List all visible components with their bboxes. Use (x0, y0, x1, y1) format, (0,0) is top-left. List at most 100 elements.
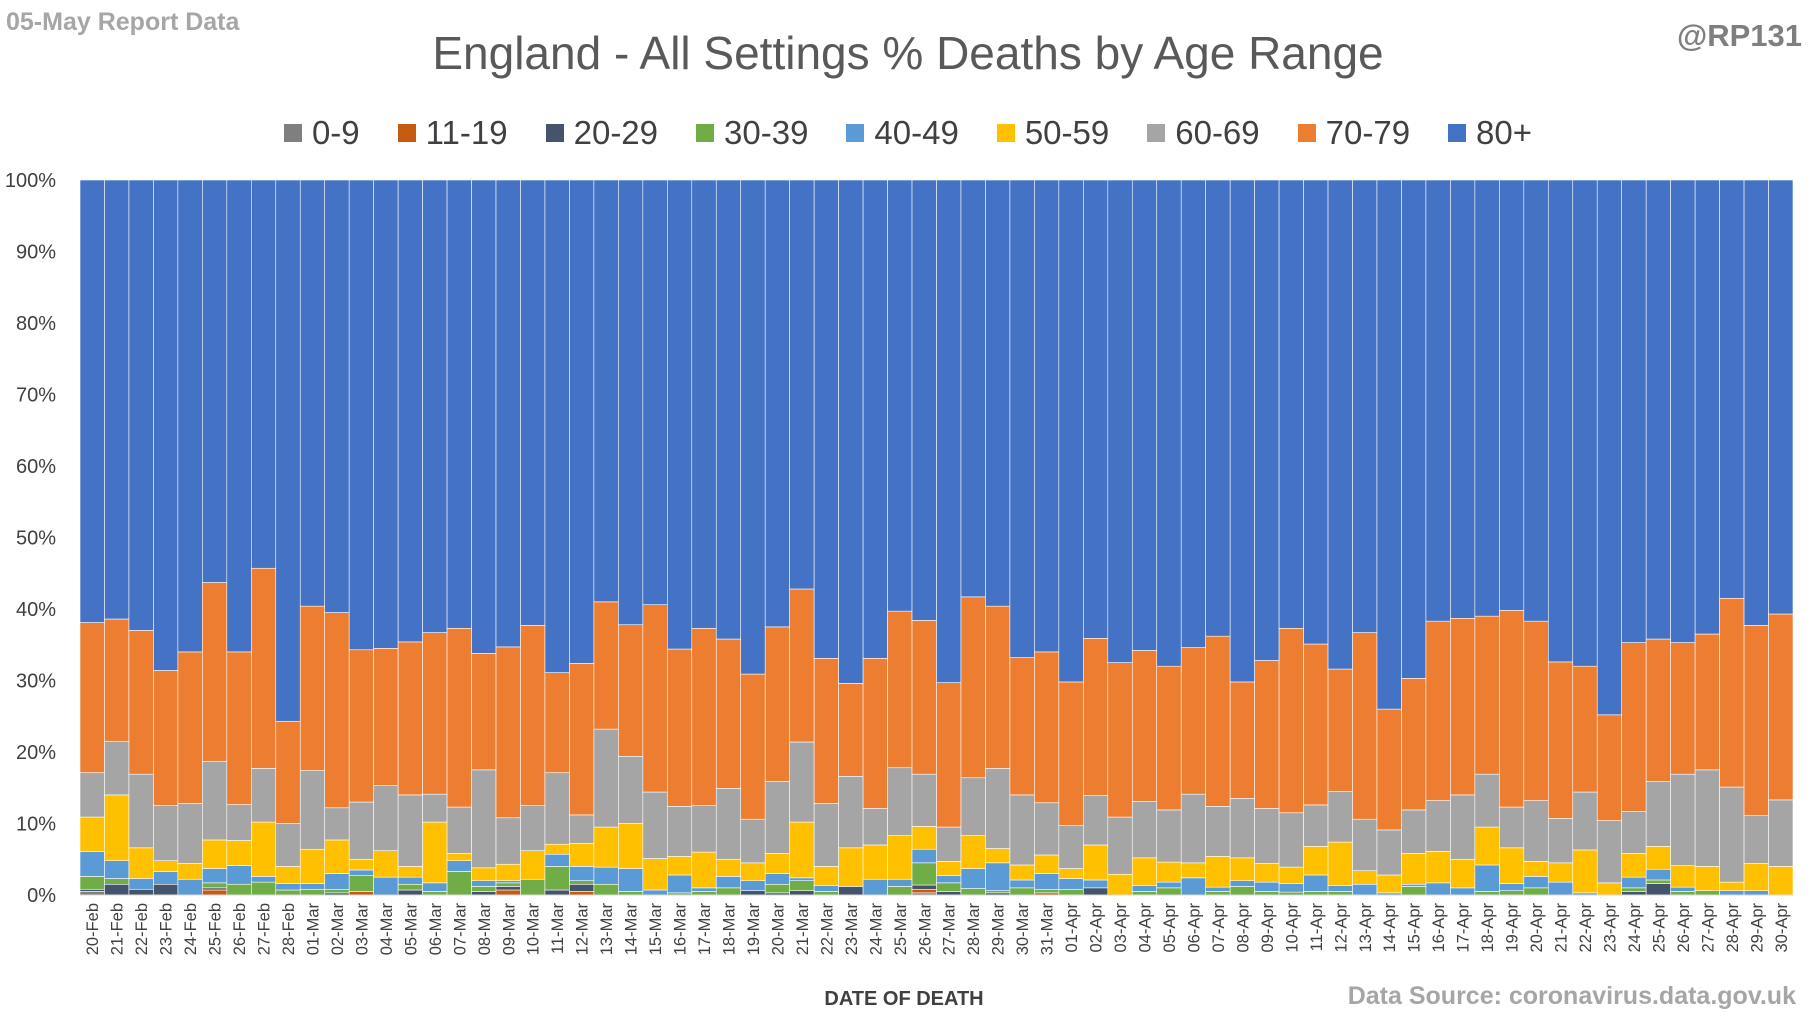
bar-28-Apr-70-79 (1719, 597, 1745, 788)
bar-09-Mar-40-49 (495, 880, 521, 884)
bar-20-Feb-70-79 (79, 622, 105, 774)
bar-28-Mar-70-79 (960, 596, 986, 779)
bar-12-Mar-70-79 (569, 663, 595, 816)
bar-28-Feb-40-49 (275, 883, 301, 891)
bar-24-Apr-50-59 (1621, 853, 1647, 878)
chart-title: England - All Settings % Deaths by Age R… (432, 27, 1384, 79)
x-tick-label: 13-Mar (598, 902, 616, 955)
bar-19-Mar-40-49 (740, 880, 766, 892)
bar-22-Feb-20-29 (128, 888, 154, 896)
x-tick-label: 02-Mar (329, 902, 347, 955)
bar-17-Apr-50-59 (1450, 858, 1476, 889)
bar-30-Mar-80+ (1009, 179, 1035, 658)
bar-21-Mar-30-39 (789, 880, 815, 892)
x-tick-label: 27-Apr (1699, 903, 1717, 953)
bar-16-Mar-70-79 (667, 648, 693, 807)
bar-21-Mar-50-59 (789, 821, 815, 879)
bar-21-Apr-40-49 (1547, 881, 1574, 896)
bar-03-Apr-80+ (1107, 179, 1133, 663)
bar-08-Mar-70-79 (471, 653, 497, 771)
bar-08-Apr-80+ (1229, 179, 1255, 683)
bar-19-Apr-60-69 (1499, 806, 1525, 849)
bar-02-Mar-30-39 (324, 888, 350, 894)
x-tick-label: 14-Apr (1381, 903, 1399, 953)
bar-17-Apr-80+ (1450, 179, 1476, 619)
bar-22-Apr-70-79 (1572, 665, 1598, 793)
bar-20-Mar-50-59 (764, 853, 790, 874)
bar-15-Apr-70-79 (1401, 678, 1427, 811)
bar-31-Mar-60-69 (1034, 802, 1060, 856)
bar-27-Mar-40-49 (936, 875, 962, 884)
bar-21-Apr-70-79 (1547, 661, 1574, 819)
bar-04-Apr-30-39 (1131, 891, 1158, 896)
bar-29-Apr-60-69 (1743, 815, 1769, 864)
x-tick-label: 29-Apr (1748, 903, 1766, 953)
bar-08-Mar-30-39 (471, 886, 497, 892)
bar-14-Mar-40-49 (618, 868, 644, 892)
bar-27-Feb-70-79 (251, 567, 277, 769)
x-tick-label: 06-Mar (427, 902, 445, 955)
x-tick-label: 17-Apr (1455, 903, 1473, 953)
bar-06-Apr-80+ (1180, 179, 1206, 648)
bar-30-Apr-70-79 (1768, 613, 1794, 801)
bar-11-Mar-20-29 (544, 889, 570, 896)
bar-14-Mar-30-39 (618, 891, 644, 896)
bar-12-Apr-60-69 (1327, 791, 1353, 843)
bar-10-Apr-70-79 (1278, 628, 1304, 814)
x-tick-label: 04-Apr (1137, 903, 1155, 953)
bar-18-Mar-80+ (715, 179, 742, 640)
bar-20-Apr-30-39 (1523, 887, 1549, 896)
bar-16-Apr-70-79 (1425, 620, 1451, 801)
bar-28-Feb-70-79 (275, 720, 301, 824)
bar-20-Mar-40-49 (764, 873, 790, 885)
bar-21-Feb-50-59 (104, 794, 130, 861)
bar-04-Apr-60-69 (1131, 801, 1158, 859)
bar-26-Mar-20-29 (911, 884, 937, 890)
bar-21-Feb-20-29 (104, 883, 130, 896)
x-tick-label: 25-Feb (207, 903, 225, 955)
bar-03-Mar-11-19 (348, 891, 374, 896)
bar-22-Mar-50-59 (813, 866, 839, 887)
bar-22-Feb-60-69 (128, 773, 154, 849)
x-tick-label: 07-Mar (451, 902, 469, 955)
bar-22-Feb-50-59 (128, 847, 154, 879)
bar-18-Mar-50-59 (715, 858, 742, 877)
bar-24-Mar-80+ (862, 179, 888, 659)
bar-26-Mar-70-79 (911, 620, 937, 775)
bar-28-Apr-80+ (1719, 179, 1745, 599)
bar-24-Mar-50-59 (862, 844, 888, 880)
bar-14-Apr-80+ (1376, 179, 1402, 710)
bar-21-Mar-70-79 (789, 588, 815, 743)
x-tick-label: 27-Mar (941, 902, 959, 955)
bar-18-Apr-70-79 (1474, 615, 1500, 775)
bar-08-Apr-60-69 (1229, 798, 1255, 859)
bar-26-Apr-30-39 (1670, 891, 1696, 896)
bar-03-Mar-80+ (348, 179, 374, 651)
bar-22-Apr-50-59 (1572, 849, 1598, 894)
bar-01-Mar-70-79 (299, 605, 326, 771)
x-tick-label: 12-Mar (574, 902, 592, 955)
bar-08-Mar-20-29 (471, 891, 497, 896)
bar-16-Mar-80+ (667, 179, 693, 650)
bar-27-Feb-50-59 (251, 821, 277, 877)
bar-23-Mar-80+ (838, 179, 864, 684)
legend-swatch (996, 124, 1015, 142)
x-tick-label: 20-Mar (769, 902, 787, 955)
bar-25-Mar-80+ (887, 179, 913, 612)
bar-27-Apr-30-39 (1694, 890, 1720, 896)
x-tick-label: 31-Mar (1039, 902, 1057, 955)
x-tick-label: 13-Apr (1357, 903, 1375, 953)
x-tick-label: 05-Apr (1161, 903, 1179, 953)
bar-08-Mar-40-49 (471, 880, 497, 887)
bar-05-Apr-50-59 (1156, 861, 1182, 883)
bar-25-Feb-60-69 (202, 760, 228, 841)
bar-15-Mar-70-79 (642, 604, 668, 793)
bar-20-Feb-60-69 (79, 772, 105, 818)
bar-08-Mar-50-59 (471, 867, 497, 882)
x-tick-label: 11-Apr (1308, 903, 1326, 952)
bar-11-Apr-60-69 (1303, 804, 1329, 847)
bar-25-Apr-80+ (1645, 179, 1671, 640)
legend-label: 80+ (1476, 114, 1533, 151)
bar-09-Apr-30-39 (1254, 891, 1280, 896)
bar-07-Apr-40-49 (1205, 886, 1231, 892)
